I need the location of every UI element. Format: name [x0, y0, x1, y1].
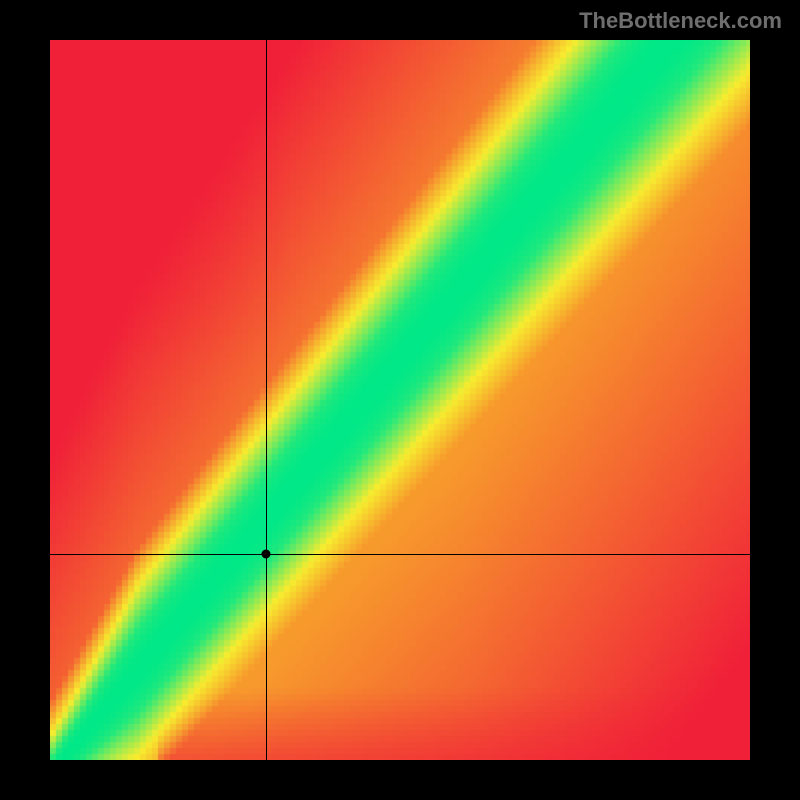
heatmap-canvas [50, 40, 750, 760]
crosshair-marker [261, 550, 270, 559]
crosshair-horizontal [50, 554, 750, 555]
attribution-text: TheBottleneck.com [579, 8, 782, 34]
crosshair-vertical [266, 40, 267, 760]
heatmap-plot [50, 40, 750, 760]
